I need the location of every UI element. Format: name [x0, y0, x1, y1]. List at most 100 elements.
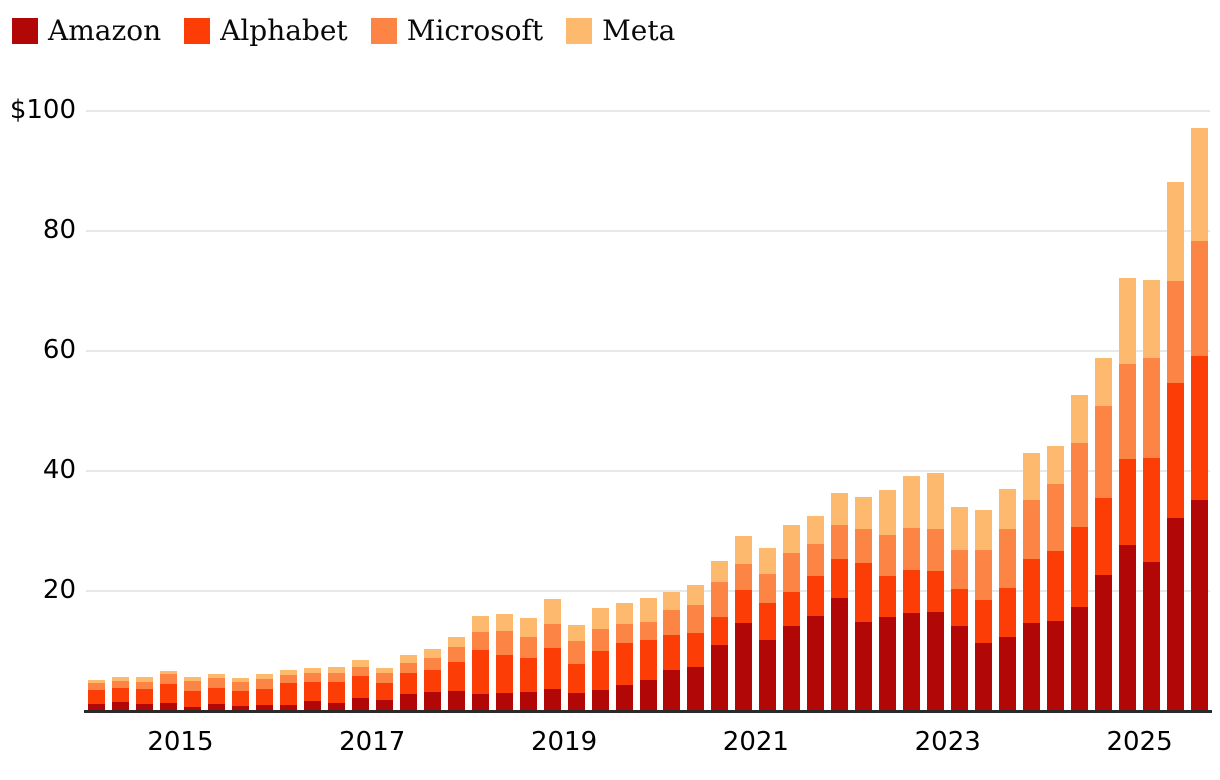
- bar-segment-alphabet-2024-q4: [1119, 459, 1137, 545]
- bar-segment-meta-2019-q2: [591, 607, 609, 630]
- bar-2016-q2: [303, 667, 321, 711]
- bar-segment-meta-2023-q1: [951, 507, 969, 550]
- bar-segment-microsoft-2015-q1: [183, 681, 201, 691]
- bar-segment-amazon-2023-q2: [975, 643, 993, 711]
- bar-segment-meta-2019-q3: [615, 603, 633, 624]
- bar-segment-alphabet-2024-q2: [1071, 526, 1089, 607]
- bar-segment-amazon-2019-q1: [567, 693, 585, 711]
- bar-segment-microsoft-2023-q3: [999, 529, 1017, 588]
- bar-segment-meta-2019-q4: [639, 598, 657, 622]
- bar-segment-amazon-2014-q2: [111, 702, 129, 711]
- bar-2018-q4: [543, 599, 561, 711]
- bar-segment-alphabet-2020-q1: [663, 635, 681, 671]
- bar-2021-q3: [807, 516, 825, 711]
- amazon-color-swatch-icon: [12, 18, 38, 44]
- microsoft-color-swatch-icon: [370, 18, 397, 44]
- bar-segment-alphabet-2016-q2: [303, 682, 321, 702]
- bar-segment-amazon-2022-q4: [927, 612, 945, 711]
- bar-segment-amazon-2023-q3: [999, 637, 1017, 711]
- bar-2019-q3: [615, 603, 633, 711]
- bar-2021-q2: [783, 525, 801, 711]
- bar-2015-q4: [255, 674, 273, 711]
- bar-segment-meta-2018-q4: [543, 599, 561, 624]
- bar-segment-microsoft-2014-q3: [135, 681, 153, 690]
- bar-segment-microsoft-2017-q1: [375, 673, 393, 683]
- bar-segment-alphabet-2016-q1: [279, 683, 297, 705]
- bar-segment-amazon-2014-q4: [159, 702, 177, 711]
- bar-segment-meta-2021-q2: [783, 525, 801, 553]
- bar-segment-amazon-2020-q3: [711, 645, 729, 711]
- bar-segment-amazon-2019-q4: [639, 680, 657, 711]
- bar-segment-meta-2017-q2: [399, 655, 417, 663]
- bar-segment-alphabet-2016-q4: [351, 675, 369, 699]
- bar-segment-meta-2020-q2: [687, 585, 705, 606]
- bar-segment-alphabet-2014-q3: [135, 689, 153, 704]
- bar-segment-amazon-2016-q1: [279, 705, 297, 711]
- bar-segment-meta-2015-q4: [255, 674, 273, 680]
- bar-segment-amazon-2024-q2: [1071, 606, 1089, 711]
- bar-2025-q1: [1143, 280, 1161, 711]
- bar-segment-alphabet-2023-q2: [975, 600, 993, 644]
- x-tick-label-2021: 2021: [722, 727, 789, 757]
- bar-segment-microsoft-2022-q3: [903, 528, 921, 570]
- bar-segment-microsoft-2021-q2: [783, 552, 801, 593]
- bar-segment-alphabet-2024-q3: [1095, 498, 1113, 576]
- bar-segment-microsoft-2024-q3: [1095, 406, 1113, 498]
- bar-2020-q2: [687, 585, 705, 711]
- bar-segment-amazon-2024-q4: [1119, 544, 1137, 711]
- bar-2022-q1: [855, 497, 873, 711]
- bar-segment-amazon-2015-q4: [255, 705, 273, 711]
- bar-segment-amazon-2017-q3: [423, 692, 441, 711]
- bar-2022-q2: [879, 490, 897, 711]
- bar-2018-q3: [519, 618, 537, 711]
- bar-segment-microsoft-2022-q4: [927, 528, 945, 571]
- bar-segment-microsoft-2016-q4: [351, 666, 369, 676]
- bar-segment-microsoft-2025-q2: [1167, 281, 1185, 384]
- chart-legend: Amazon Alphabet Microsoft Meta: [12, 16, 675, 46]
- bar-2017-q1: [375, 667, 393, 711]
- bar-segment-amazon-2021-q1: [759, 639, 777, 711]
- bar-segment-alphabet-2025-q1: [1143, 457, 1161, 563]
- x-tick-label-2015: 2015: [147, 727, 214, 757]
- gridline-60: [86, 350, 1210, 352]
- bar-segment-microsoft-2015-q3: [231, 682, 249, 692]
- bar-segment-microsoft-2024-q2: [1071, 443, 1089, 527]
- y-tick-label-40: 40: [42, 455, 76, 485]
- bar-2019-q1: [567, 625, 585, 711]
- bar-segment-microsoft-2020-q4: [735, 564, 753, 591]
- bar-2014-q3: [135, 677, 153, 711]
- bar-segment-microsoft-2015-q2: [207, 678, 225, 688]
- bar-segment-meta-2021-q1: [759, 547, 777, 574]
- bar-segment-amazon-2024-q1: [1047, 621, 1065, 711]
- bar-segment-meta-2017-q4: [447, 636, 465, 648]
- bar-segment-amazon-2023-q4: [1023, 623, 1041, 711]
- bar-segment-amazon-2017-q2: [399, 694, 417, 711]
- bar-segment-meta-2014-q2: [111, 676, 129, 681]
- bar-2017-q2: [399, 655, 417, 711]
- bar-segment-alphabet-2020-q4: [735, 590, 753, 623]
- bar-segment-alphabet-2022-q1: [855, 562, 873, 622]
- bar-segment-amazon-2016-q2: [303, 701, 321, 711]
- bar-segment-amazon-2021-q3: [807, 616, 825, 711]
- bar-segment-alphabet-2015-q3: [231, 691, 249, 706]
- bar-segment-alphabet-2016-q3: [327, 682, 345, 703]
- bar-segment-microsoft-2023-q2: [975, 549, 993, 600]
- bar-segment-microsoft-2020-q1: [663, 610, 681, 636]
- bar-segment-alphabet-2019-q4: [639, 640, 657, 681]
- bar-2025-q2: [1167, 181, 1185, 711]
- bar-2021-q4: [831, 492, 849, 711]
- bar-segment-alphabet-2014-q1: [88, 690, 105, 705]
- bar-segment-amazon-2022-q1: [855, 621, 873, 711]
- bar-segment-alphabet-2022-q4: [927, 570, 945, 612]
- bar-segment-meta-2020-q3: [711, 561, 729, 582]
- bar-2024-q4: [1119, 277, 1137, 711]
- bar-segment-alphabet-2017-q1: [375, 682, 393, 700]
- x-tick-label-2023: 2023: [914, 727, 981, 757]
- legend-item-meta: Meta: [566, 16, 675, 46]
- bar-segment-alphabet-2015-q4: [255, 688, 273, 705]
- y-tick-label-100: $100: [9, 95, 76, 125]
- gridline-20: [86, 590, 1210, 592]
- bar-segment-amazon-2025-q2: [1167, 517, 1185, 711]
- bar-segment-meta-2024-q1: [1047, 446, 1065, 484]
